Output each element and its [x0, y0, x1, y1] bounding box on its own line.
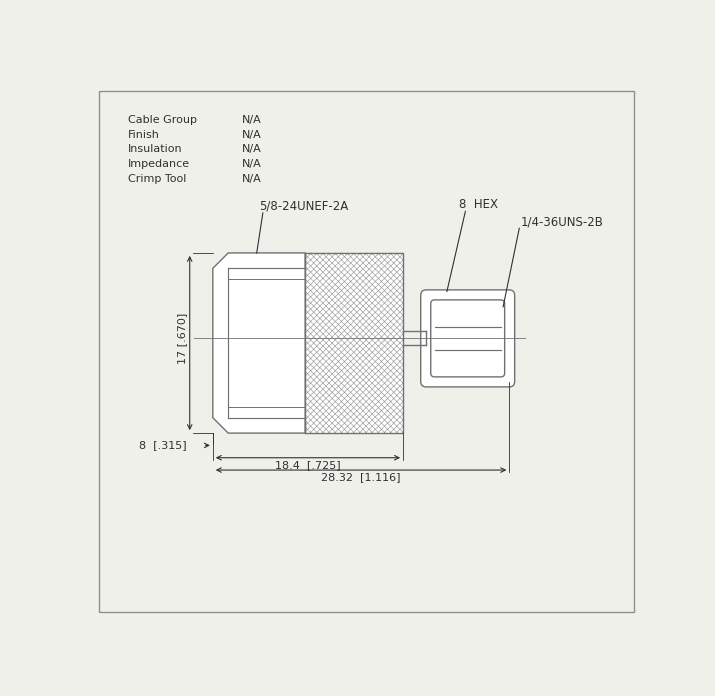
Bar: [305, 253, 403, 433]
Polygon shape: [213, 253, 305, 433]
Text: Impedance: Impedance: [128, 159, 190, 169]
Text: Cable Group: Cable Group: [128, 115, 197, 125]
Text: 8  HEX: 8 HEX: [459, 198, 498, 212]
Text: N/A: N/A: [242, 129, 262, 140]
FancyBboxPatch shape: [430, 300, 505, 377]
Text: N/A: N/A: [242, 173, 262, 184]
Text: Crimp Tool: Crimp Tool: [128, 173, 187, 184]
Text: 5/8-24UNEF-2A: 5/8-24UNEF-2A: [259, 200, 348, 213]
Text: N/A: N/A: [242, 115, 262, 125]
Text: N/A: N/A: [242, 144, 262, 155]
Text: 18.4  [.725]: 18.4 [.725]: [275, 460, 341, 470]
FancyBboxPatch shape: [420, 290, 515, 387]
Text: N/A: N/A: [242, 159, 262, 169]
Text: 8  [.315]: 8 [.315]: [139, 441, 187, 450]
Text: Insulation: Insulation: [128, 144, 183, 155]
Text: 28.32  [1.116]: 28.32 [1.116]: [321, 473, 401, 482]
Text: 17 [.670]: 17 [.670]: [177, 313, 187, 364]
Text: 1/4-36UNS-2B: 1/4-36UNS-2B: [521, 215, 603, 228]
Text: Finish: Finish: [128, 129, 160, 140]
